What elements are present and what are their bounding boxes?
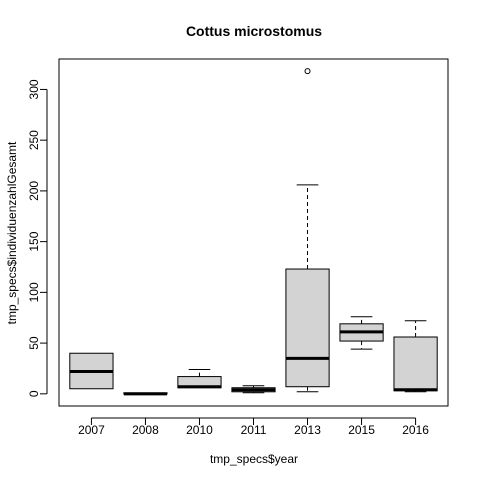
box-2015 <box>339 316 384 350</box>
y-tick-label: 150 <box>27 231 41 251</box>
box-2011 <box>231 385 276 394</box>
x-axis-label: tmp_specs$year <box>210 452 298 466</box>
boxes-group <box>69 68 438 396</box>
y-tick-label: 300 <box>27 79 41 99</box>
y-axis: 0 50 100 150 200 250 300 <box>27 79 48 397</box>
box-2013 <box>285 68 330 393</box>
x-axis: 2007 2008 2010 2011 2013 2015 2016 <box>78 417 429 437</box>
x-tick-label: 2010 <box>186 423 213 437</box>
y-tick-label: 250 <box>27 130 41 150</box>
box-2008 <box>123 392 168 396</box>
x-tick-label: 2015 <box>348 423 375 437</box>
x-tick-label: 2007 <box>78 423 105 437</box>
chart-title: Cottus microstomus <box>186 23 322 39</box>
x-tick-label: 2008 <box>132 423 159 437</box>
x-tick-label: 2016 <box>402 423 429 437</box>
box-body <box>285 268 330 388</box>
box-2010 <box>177 368 222 389</box>
x-tick-label: 2013 <box>294 423 321 437</box>
box-body <box>393 336 438 392</box>
plot-frame <box>58 58 449 407</box>
box-2016 <box>393 320 438 393</box>
y-tick-label: 0 <box>27 390 41 397</box>
y-tick-label: 50 <box>27 336 41 350</box>
x-tick-label: 2011 <box>241 423 267 437</box>
outlier-point <box>304 68 311 75</box>
y-axis-label: tmp_specs$individuenzahlGesamt <box>5 141 19 324</box>
y-tick-label: 200 <box>27 181 41 201</box>
y-tick-label: 100 <box>27 282 41 302</box>
box-2007 <box>69 352 114 390</box>
